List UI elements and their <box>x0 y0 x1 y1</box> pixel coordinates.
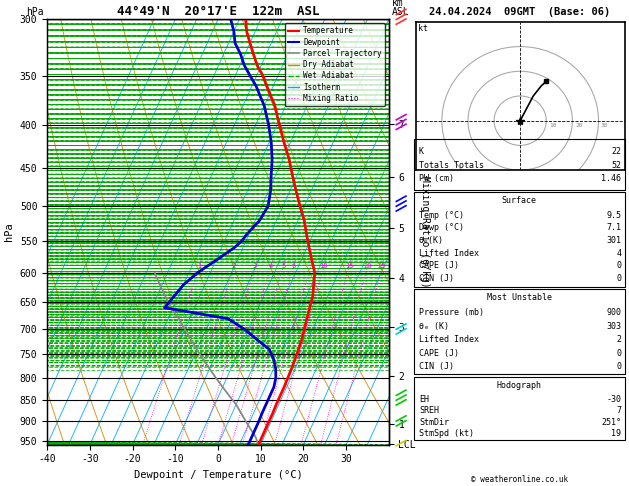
Text: 0: 0 <box>616 349 621 358</box>
Text: 30: 30 <box>601 123 609 128</box>
Legend: Temperature, Dewpoint, Parcel Trajectory, Dry Adiabat, Wet Adiabat, Isotherm, Mi: Temperature, Dewpoint, Parcel Trajectory… <box>285 23 385 106</box>
Text: θₑ(K): θₑ(K) <box>419 236 444 245</box>
Title: 44°49'N  20°17'E  122m  ASL: 44°49'N 20°17'E 122m ASL <box>117 5 319 18</box>
Text: 15: 15 <box>345 262 353 269</box>
X-axis label: Dewpoint / Temperature (°C): Dewpoint / Temperature (°C) <box>133 470 303 480</box>
Text: 251°: 251° <box>601 417 621 427</box>
Text: EH: EH <box>419 395 429 404</box>
Text: © weatheronline.co.uk: © weatheronline.co.uk <box>470 474 568 484</box>
Y-axis label: hPa: hPa <box>4 223 14 242</box>
Text: km
ASL: km ASL <box>392 0 409 17</box>
Text: 5: 5 <box>281 262 286 269</box>
Text: kt: kt <box>418 24 428 34</box>
Text: 301: 301 <box>606 236 621 245</box>
Text: Lifted Index: Lifted Index <box>419 248 479 258</box>
Text: CIN (J): CIN (J) <box>419 274 454 283</box>
Text: 0: 0 <box>616 261 621 270</box>
Text: 20: 20 <box>575 123 582 128</box>
Text: Totals Totals: Totals Totals <box>419 161 484 170</box>
Text: 1.46: 1.46 <box>601 174 621 183</box>
Text: 900: 900 <box>606 309 621 317</box>
Text: hPa: hPa <box>26 7 44 17</box>
Text: 1: 1 <box>197 262 201 269</box>
Text: 25: 25 <box>378 262 386 269</box>
Text: 2: 2 <box>231 262 236 269</box>
Text: 4: 4 <box>616 248 621 258</box>
Text: CAPE (J): CAPE (J) <box>419 261 459 270</box>
Text: CAPE (J): CAPE (J) <box>419 349 459 358</box>
Text: 6: 6 <box>291 262 296 269</box>
Text: 24.04.2024  09GMT  (Base: 06): 24.04.2024 09GMT (Base: 06) <box>428 7 610 17</box>
Text: 22: 22 <box>611 147 621 156</box>
Text: 2: 2 <box>616 335 621 344</box>
Text: θₑ (K): θₑ (K) <box>419 322 449 331</box>
Text: 10: 10 <box>549 123 557 128</box>
Text: Lifted Index: Lifted Index <box>419 335 479 344</box>
Text: Pressure (mb): Pressure (mb) <box>419 309 484 317</box>
Text: 9.5: 9.5 <box>606 211 621 220</box>
Text: 19: 19 <box>611 429 621 438</box>
Text: -30: -30 <box>606 395 621 404</box>
Text: 303: 303 <box>606 322 621 331</box>
Text: 7.1: 7.1 <box>606 224 621 232</box>
Y-axis label: Mixing Ratio (g/kg): Mixing Ratio (g/kg) <box>420 176 430 288</box>
Text: Temp (°C): Temp (°C) <box>419 211 464 220</box>
Text: 7: 7 <box>616 406 621 415</box>
Text: K: K <box>419 147 424 156</box>
Text: 52: 52 <box>611 161 621 170</box>
Text: 0: 0 <box>616 274 621 283</box>
Text: 3: 3 <box>253 262 257 269</box>
Text: CIN (J): CIN (J) <box>419 362 454 371</box>
Text: PW (cm): PW (cm) <box>419 174 454 183</box>
Text: Surface: Surface <box>502 196 537 205</box>
Text: Hodograph: Hodograph <box>497 381 542 390</box>
Text: 20: 20 <box>363 262 372 269</box>
Text: StmDir: StmDir <box>419 417 449 427</box>
Text: SREH: SREH <box>419 406 439 415</box>
Text: StmSpd (kt): StmSpd (kt) <box>419 429 474 438</box>
Text: Most Unstable: Most Unstable <box>487 294 552 302</box>
Text: Dewp (°C): Dewp (°C) <box>419 224 464 232</box>
Text: 0: 0 <box>616 362 621 371</box>
Text: 10: 10 <box>320 262 328 269</box>
Text: 4: 4 <box>269 262 273 269</box>
